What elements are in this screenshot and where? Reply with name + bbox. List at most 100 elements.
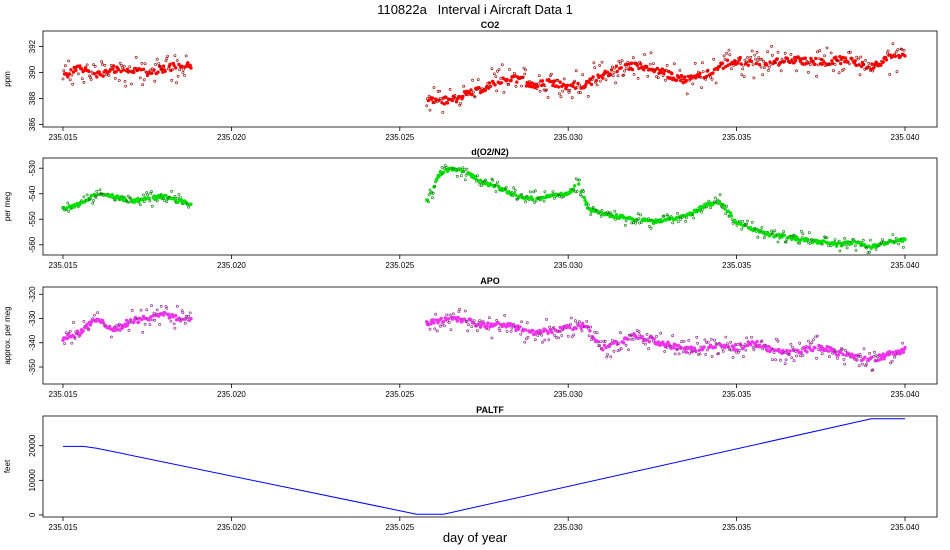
data-point <box>531 197 535 202</box>
data-point <box>523 72 527 76</box>
data-point <box>876 355 880 359</box>
data-point <box>625 337 630 341</box>
data-point <box>91 201 95 205</box>
data-point <box>593 330 597 334</box>
data-point <box>511 194 515 198</box>
data-point <box>749 59 754 64</box>
x-tick-label-2-1: 235.020 <box>217 390 246 399</box>
data-point <box>632 73 636 76</box>
data-point <box>119 69 123 74</box>
data-point <box>838 249 842 253</box>
data-point <box>116 67 121 72</box>
data-point <box>671 221 675 225</box>
data-point <box>783 362 787 366</box>
data-point <box>807 61 811 64</box>
data-point <box>426 200 430 204</box>
y-axis-label-0: ppm <box>3 71 12 87</box>
data-point <box>776 240 780 244</box>
data-point <box>113 77 117 80</box>
data-point <box>622 73 626 77</box>
data-point <box>478 87 482 91</box>
data-point <box>738 348 741 352</box>
data-point <box>871 368 875 372</box>
data-point <box>727 48 731 52</box>
data-point <box>496 69 499 73</box>
data-point <box>668 76 672 80</box>
data-point <box>637 217 641 221</box>
data-point <box>107 74 111 77</box>
data-point <box>673 352 677 356</box>
data-point <box>683 75 687 79</box>
data-point <box>865 363 868 366</box>
series-line-paltf <box>63 418 905 515</box>
data-point <box>483 88 488 93</box>
data-point <box>764 63 769 67</box>
y-tick-label-2-0: -320 <box>28 286 37 303</box>
x-tick-label-2-3: 235.030 <box>554 390 583 399</box>
data-point <box>619 66 623 70</box>
data-point <box>822 60 826 64</box>
data-point <box>142 193 145 197</box>
data-point <box>833 238 837 242</box>
data-point <box>739 222 743 227</box>
data-point <box>142 78 146 82</box>
data-point <box>847 51 851 54</box>
data-point <box>606 353 610 356</box>
x-tick-label-0-3: 235.030 <box>554 133 583 142</box>
data-point <box>903 237 907 242</box>
data-point <box>840 347 844 351</box>
data-point <box>578 91 582 95</box>
data-point <box>724 64 728 69</box>
data-point <box>157 62 161 66</box>
page-title: 110822a Interval i Aircraft Data 1 <box>377 2 573 17</box>
data-point <box>174 313 178 318</box>
data-point <box>487 316 491 320</box>
data-point <box>173 54 177 58</box>
data-point <box>760 226 764 229</box>
data-point <box>902 48 906 52</box>
data-point <box>752 348 756 352</box>
data-point <box>161 64 166 68</box>
data-point <box>540 333 544 337</box>
data-point <box>836 356 839 360</box>
data-point <box>749 55 753 59</box>
data-point <box>808 63 812 67</box>
data-point <box>803 56 807 60</box>
data-point <box>462 84 466 88</box>
data-point <box>159 304 163 308</box>
data-point <box>545 317 548 321</box>
data-point <box>132 320 136 325</box>
data-point <box>807 231 811 235</box>
data-point <box>449 328 453 332</box>
data-point <box>743 58 747 62</box>
data-point <box>767 345 771 349</box>
data-point <box>462 317 467 321</box>
data-point <box>493 183 497 187</box>
data-point <box>689 345 693 349</box>
data-point <box>626 61 630 64</box>
data-point <box>458 307 462 311</box>
data-point <box>609 211 613 215</box>
data-point <box>678 78 683 83</box>
data-point <box>715 343 719 346</box>
data-point <box>128 318 133 322</box>
data-point <box>684 219 688 223</box>
data-point <box>644 342 647 346</box>
data-point <box>864 59 868 62</box>
data-point <box>141 330 145 334</box>
data-point <box>615 69 619 74</box>
data-point <box>475 329 479 333</box>
data-point <box>552 326 556 329</box>
data-point <box>685 216 688 220</box>
data-point <box>857 63 861 67</box>
data-point <box>850 241 854 246</box>
data-point <box>722 54 726 58</box>
data-point <box>525 337 528 341</box>
data-point <box>87 328 91 332</box>
data-point <box>85 193 89 197</box>
data-point <box>900 48 904 51</box>
data-point <box>750 49 754 53</box>
data-point <box>520 84 524 88</box>
data-point <box>762 236 766 240</box>
